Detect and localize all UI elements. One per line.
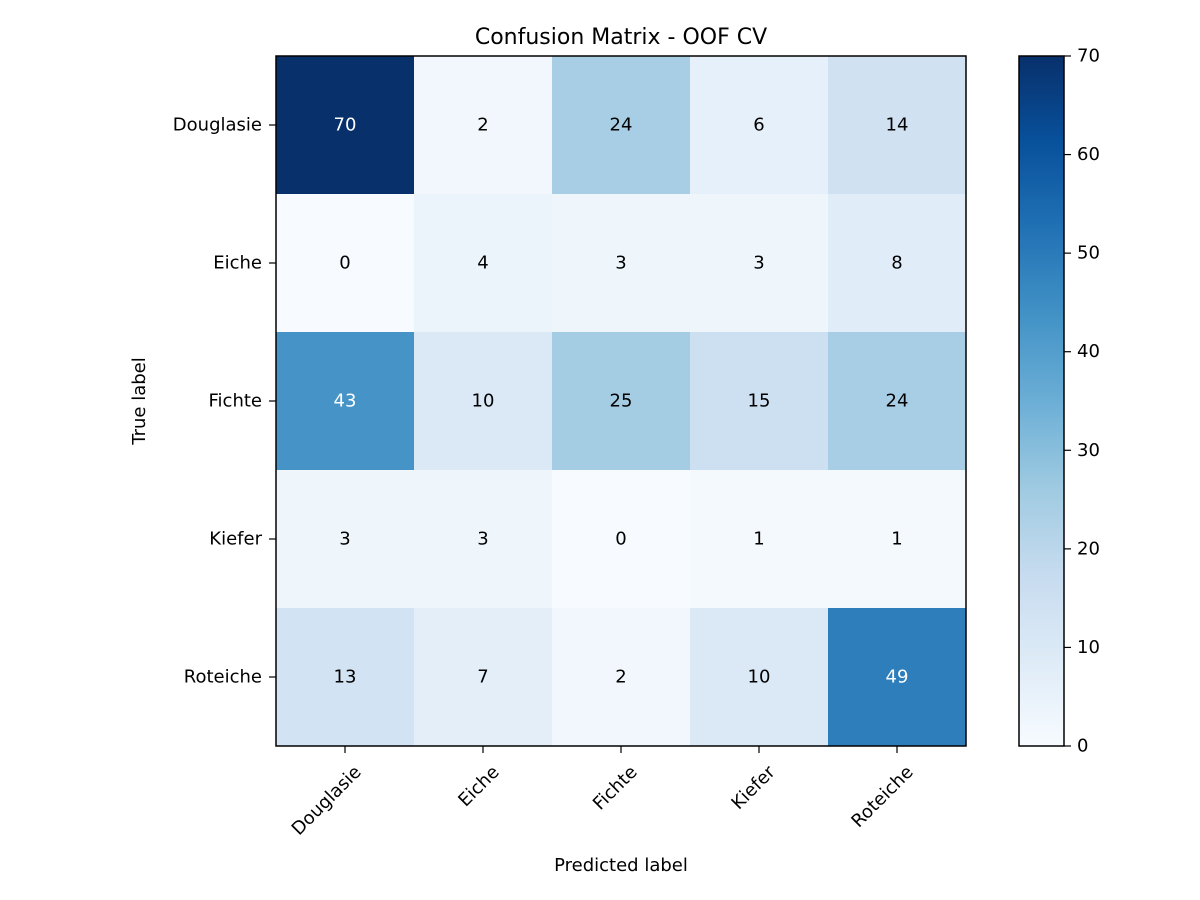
- heatmap-cell: [690, 332, 829, 471]
- x-tick-label: Eiche: [454, 762, 503, 811]
- y-axis-ticks: Douglasie Eiche Fichte Kiefer Roteiche: [173, 115, 276, 688]
- cell-value-label: 70: [334, 115, 357, 136]
- x-axis-label: Predicted label: [554, 855, 688, 876]
- heatmap-cell: [828, 608, 967, 747]
- cell-value-label: 3: [753, 253, 764, 274]
- x-tick-label: Kiefer: [727, 761, 780, 814]
- colorbar-tick-label: 70: [1077, 46, 1100, 67]
- cell-value-label: 49: [886, 667, 909, 688]
- heatmap-cell: [414, 56, 553, 195]
- heatmap-cell: [552, 332, 691, 471]
- heatmap-cell: [414, 470, 553, 609]
- cell-value-label: 0: [615, 529, 626, 550]
- y-tick-label: Roteiche: [184, 667, 262, 688]
- cell-value-label: 14: [886, 115, 909, 136]
- cell-value-label: 8: [891, 253, 902, 274]
- colorbar-ticks: 0 10 20 30 40 50 60 70: [1064, 46, 1100, 757]
- cell-value-label: 10: [748, 667, 771, 688]
- y-tick-label: Fichte: [209, 391, 262, 412]
- y-tick-label: Kiefer: [209, 529, 262, 550]
- colorbar-tick-label: 60: [1077, 144, 1100, 165]
- cell-value-label: 1: [891, 529, 902, 550]
- heatmap-cell: [414, 608, 553, 747]
- cell-value-label: 1: [753, 529, 764, 550]
- heatmap-cell: [276, 470, 415, 609]
- y-axis-label: True label: [129, 357, 150, 446]
- heatmap-cell: [552, 56, 691, 195]
- cell-value-label: 43: [334, 391, 357, 412]
- heatmap-cell: [276, 332, 415, 471]
- heatmap-cell: [276, 194, 415, 333]
- heatmap-cell: [690, 194, 829, 333]
- heatmap-cell: [828, 470, 967, 609]
- cell-value-label: 3: [339, 529, 350, 550]
- cell-value-label: 7: [477, 667, 488, 688]
- colorbar-tick-label: 30: [1077, 440, 1100, 461]
- cell-value-label: 6: [753, 115, 764, 136]
- heatmap-cell: [828, 194, 967, 333]
- colorbar-tick-label: 0: [1077, 736, 1088, 757]
- heatmap-cells: 70 2 24 6 140 4 3 3 843 10 25 15 243 3 0 1 113 7 2 10 49: [276, 56, 967, 747]
- cell-value-label: 15: [748, 391, 771, 412]
- heatmap-cell: [552, 194, 691, 333]
- heatmap-cell: [828, 56, 967, 195]
- heatmap-cell: [690, 470, 829, 609]
- chart-title: Confusion Matrix - OOF CV: [475, 25, 767, 50]
- heatmap-cell: [414, 332, 553, 471]
- heatmap-cell: [690, 608, 829, 747]
- colorbar-tick-label: 40: [1077, 341, 1100, 362]
- x-tick-label: Douglasie: [288, 762, 366, 840]
- heatmap-cell: [552, 608, 691, 747]
- cell-value-label: 2: [477, 115, 488, 136]
- x-axis-ticks: Douglasie Eiche Fichte Kiefer Roteiche: [288, 746, 918, 840]
- heatmap-cell: [690, 56, 829, 195]
- heatmap-cell: [552, 470, 691, 609]
- x-tick-label: Fichte: [589, 762, 642, 815]
- cell-value-label: 3: [477, 529, 488, 550]
- heatmap-cell: [414, 194, 553, 333]
- cell-value-label: 3: [615, 253, 626, 274]
- x-tick-label: Roteiche: [847, 762, 917, 832]
- colorbar-tick-label: 10: [1077, 637, 1100, 658]
- colorbar-tick-label: 50: [1077, 243, 1100, 264]
- cell-value-label: 4: [477, 253, 488, 274]
- heatmap-cell: [828, 332, 967, 471]
- cell-value-label: 24: [886, 391, 909, 412]
- cell-value-label: 24: [610, 115, 633, 136]
- y-tick-label: Eiche: [213, 253, 262, 274]
- cell-value-label: 10: [472, 391, 495, 412]
- y-tick-label: Douglasie: [173, 115, 262, 136]
- heatmap-cell: [276, 608, 415, 747]
- colorbar: [1018, 55, 1065, 747]
- cell-value-label: 0: [339, 253, 350, 274]
- cell-value-label: 2: [615, 667, 626, 688]
- heatmap-cell: [276, 56, 415, 195]
- cell-value-label: 13: [334, 667, 357, 688]
- colorbar-tick-label: 20: [1077, 538, 1100, 559]
- cell-value-label: 25: [610, 391, 633, 412]
